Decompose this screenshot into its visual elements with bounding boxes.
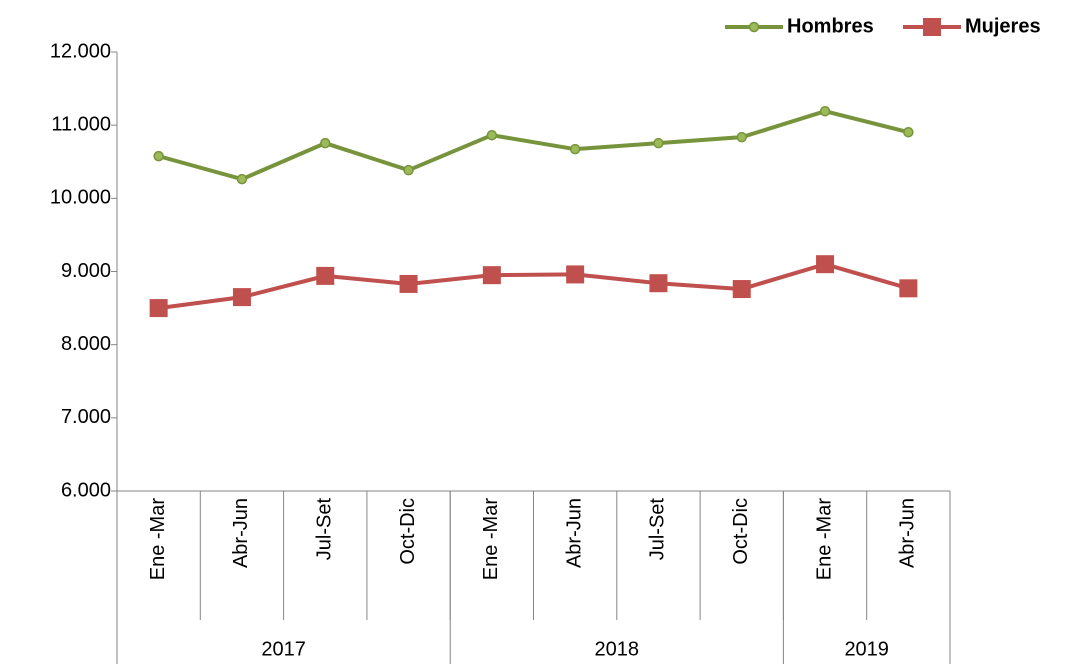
marker [736, 131, 747, 143]
marker [569, 143, 581, 155]
line [158, 262, 909, 311]
marker [899, 279, 918, 298]
marker [316, 266, 335, 285]
marker [903, 126, 914, 138]
legend-label: Hombres [787, 15, 874, 37]
y-tick-label: 12.000 [50, 40, 111, 62]
line [158, 109, 909, 182]
y-tick-label: 10.000 [50, 187, 111, 209]
x-tick-label: Abr-Jun [897, 498, 919, 568]
marker [236, 173, 248, 185]
x-tick-label: Oct-Dic [730, 498, 752, 565]
marker [653, 137, 664, 149]
marker [149, 299, 168, 318]
marker [403, 164, 414, 176]
group-label: 2019 [844, 638, 889, 660]
marker [486, 129, 498, 141]
y-tick-label: 9.000 [61, 260, 111, 282]
x-tick-label: Jul-Set [647, 498, 669, 561]
x-tick-label: Ene -Mar [813, 498, 835, 581]
marker [649, 274, 668, 293]
marker [482, 266, 501, 285]
x-tick-label: Ene -Mar [480, 498, 502, 581]
marker [153, 150, 164, 162]
y-tick-label: 8.000 [61, 333, 111, 355]
marker [732, 280, 751, 299]
legend-marker [923, 18, 941, 36]
marker [399, 274, 418, 293]
marker [816, 255, 835, 274]
group-label: 2018 [595, 638, 640, 660]
marker [232, 288, 251, 307]
x-tick-label: Jul-Set [314, 498, 336, 561]
x-tick-label: Oct-Dic [397, 498, 419, 565]
marker [566, 265, 585, 284]
y-tick-label: 7.000 [61, 406, 111, 428]
y-tick-label: 6.000 [61, 479, 111, 501]
group-label: 2017 [261, 638, 306, 660]
legend-label: Mujeres [965, 15, 1041, 37]
x-tick-label: Abr-Jun [230, 498, 252, 568]
x-tick-label: Abr-Jun [563, 498, 585, 568]
x-tick-label: Ene -Mar [147, 498, 169, 581]
marker [320, 137, 331, 149]
marker [819, 105, 831, 117]
y-tick-label: 11.000 [51, 113, 111, 135]
legend-marker [748, 21, 760, 33]
